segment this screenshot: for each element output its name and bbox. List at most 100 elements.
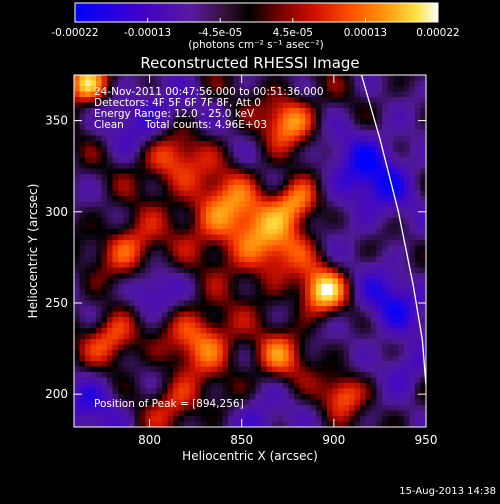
heatmap-cell <box>250 207 257 214</box>
heatmap-cell <box>310 174 317 181</box>
heatmap-cell <box>415 328 422 335</box>
heatmap-cell <box>74 416 81 423</box>
heatmap-cell <box>151 207 158 214</box>
heatmap-cell <box>288 399 295 406</box>
heatmap-cell <box>310 333 317 340</box>
heatmap-cell <box>371 102 378 109</box>
heatmap-cell <box>123 377 130 384</box>
heatmap-cell <box>96 245 103 252</box>
heatmap-cell <box>85 130 92 137</box>
heatmap-cell <box>266 240 273 247</box>
heatmap-cell <box>145 322 152 329</box>
heatmap-cell <box>173 295 180 302</box>
heatmap-cell <box>382 278 389 285</box>
heatmap-cell <box>107 284 114 291</box>
heatmap-cell <box>74 97 81 104</box>
heatmap-cell <box>239 328 246 335</box>
heatmap-cell <box>316 421 323 427</box>
heatmap-cell <box>420 108 426 115</box>
heatmap-cell <box>156 251 163 258</box>
heatmap-cell <box>118 234 125 241</box>
heatmap-cell <box>387 278 394 285</box>
heatmap-cell <box>382 75 389 82</box>
heatmap-cell <box>338 218 345 225</box>
heatmap-cell <box>261 410 268 417</box>
heatmap-cell <box>343 240 350 247</box>
heatmap-cell <box>310 273 317 280</box>
heatmap-cell <box>217 212 224 219</box>
heatmap-cell <box>387 185 394 192</box>
heatmap-cell <box>217 124 224 131</box>
heatmap-cell <box>272 152 279 159</box>
heatmap-cell <box>371 135 378 142</box>
heatmap-cell <box>222 355 229 362</box>
heatmap-cell <box>151 119 158 126</box>
heatmap-cell <box>305 416 312 423</box>
heatmap-cell <box>393 405 400 412</box>
heatmap-cell <box>101 201 108 208</box>
heatmap-cell <box>118 289 125 296</box>
heatmap-cell <box>382 174 389 181</box>
heatmap-cell <box>376 124 383 131</box>
heatmap-cell <box>398 372 405 379</box>
heatmap-cell <box>167 146 174 153</box>
heatmap-cell <box>222 245 229 252</box>
heatmap-cell <box>272 185 279 192</box>
heatmap-cell <box>90 273 97 280</box>
heatmap-cell <box>206 388 213 395</box>
heatmap-cell <box>134 223 141 230</box>
heatmap-cell <box>321 218 328 225</box>
heatmap-cell <box>376 80 383 87</box>
heatmap-cell <box>327 311 334 318</box>
heatmap-cell <box>349 141 356 148</box>
heatmap-cell <box>327 163 334 170</box>
heatmap-cell <box>85 394 92 401</box>
heatmap-cell <box>371 163 378 170</box>
heatmap-cell <box>277 240 284 247</box>
heatmap-cell <box>101 97 108 104</box>
heatmap-cell <box>288 350 295 357</box>
heatmap-cell <box>156 86 163 93</box>
heatmap-cell <box>343 124 350 131</box>
heatmap-cell <box>112 311 119 318</box>
heatmap-cell <box>255 212 262 219</box>
heatmap-cell <box>310 141 317 148</box>
heatmap-cell <box>371 372 378 379</box>
heatmap-cell <box>327 141 334 148</box>
heatmap-cell <box>101 377 108 384</box>
heatmap-cell <box>156 207 163 214</box>
heatmap-cell <box>79 300 86 307</box>
heatmap-cell <box>387 80 394 87</box>
heatmap-cell <box>167 355 174 362</box>
heatmap-cell <box>338 405 345 412</box>
heatmap-cell <box>167 218 174 225</box>
heatmap-cell <box>211 377 218 384</box>
heatmap-cell <box>145 333 152 340</box>
heatmap-cell <box>420 273 426 280</box>
heatmap-cell <box>409 256 416 263</box>
detectors-annotation: Detectors: 4F 5F 6F 7F 8F, Att 0 <box>94 97 261 109</box>
heatmap-cell <box>393 350 400 357</box>
heatmap-cell <box>244 196 251 203</box>
heatmap-cell <box>195 168 202 175</box>
heatmap-cell <box>129 75 136 82</box>
heatmap-cell <box>261 350 268 357</box>
heatmap-cell <box>305 350 312 357</box>
heatmap-cell <box>184 278 191 285</box>
heatmap-cell <box>145 190 152 197</box>
heatmap-cell <box>338 410 345 417</box>
heatmap-cell <box>233 317 240 324</box>
heatmap-cell <box>239 284 246 291</box>
heatmap-cell <box>222 339 229 346</box>
heatmap-cell <box>206 399 213 406</box>
solar-limb-curve <box>360 75 426 386</box>
heatmap-cell <box>250 168 257 175</box>
heatmap-cell <box>343 80 350 87</box>
heatmap-cell <box>129 317 136 324</box>
heatmap-cell <box>294 350 301 357</box>
heatmap-cell <box>409 355 416 362</box>
heatmap-cell <box>96 196 103 203</box>
heatmap-cell <box>327 196 334 203</box>
heatmap-cell <box>173 108 180 115</box>
heatmap-cell <box>206 344 213 351</box>
